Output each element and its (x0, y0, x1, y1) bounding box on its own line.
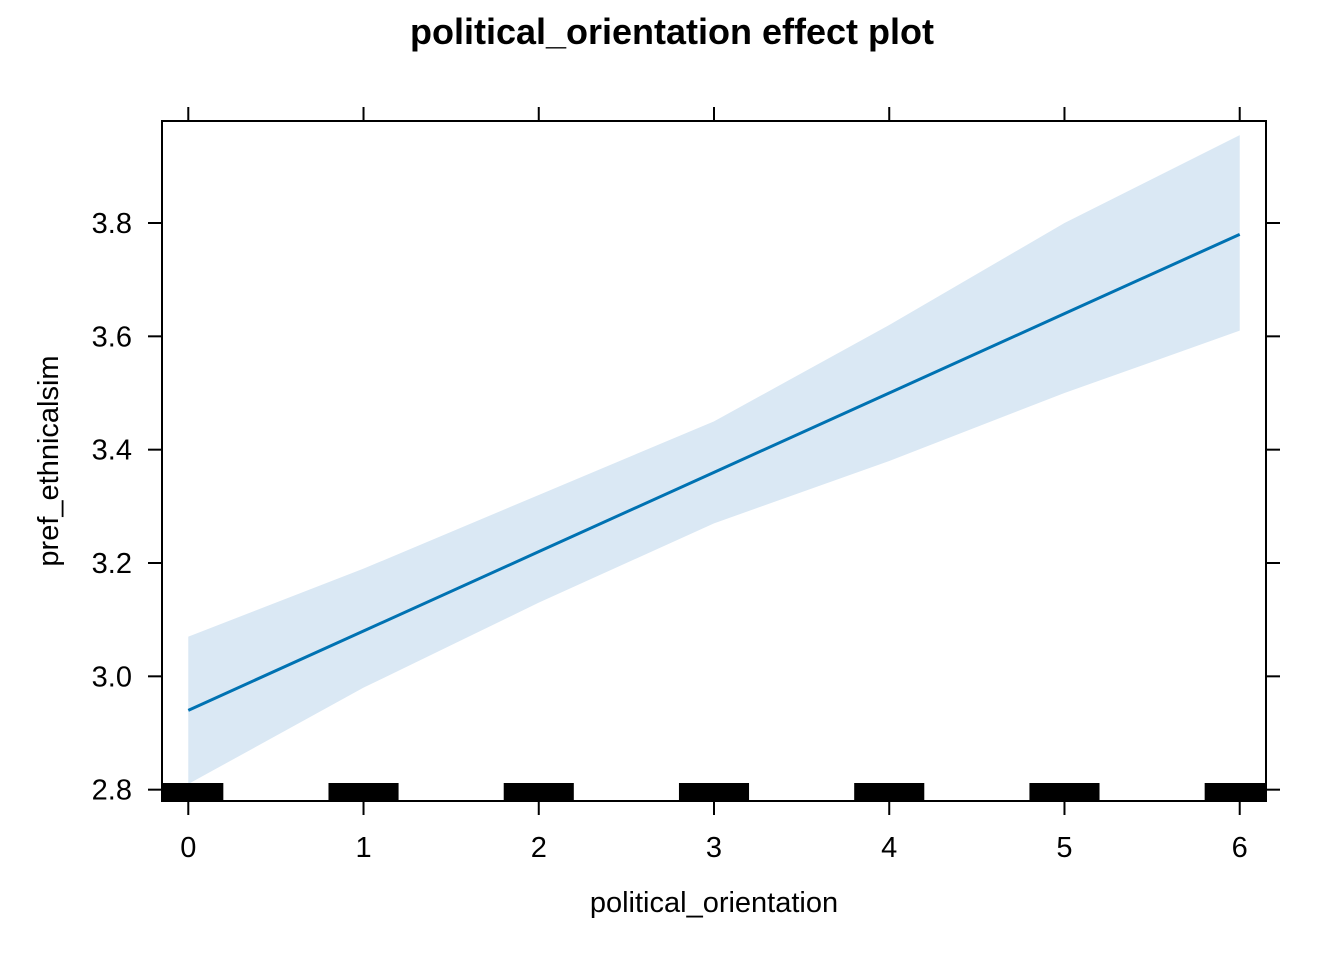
rug-mark (328, 783, 399, 801)
x-tick-label: 1 (355, 832, 371, 864)
y-tick-label: 3.6 (92, 321, 132, 353)
x-tick-label: 0 (180, 832, 196, 864)
y-tick-label: 3.4 (92, 435, 132, 467)
x-tick-label: 2 (531, 832, 547, 864)
confidence-band-layer (188, 135, 1240, 784)
effect-line (187, 232, 1241, 712)
y-tick-label: 2.8 (92, 775, 132, 807)
rug-mark (1204, 783, 1266, 801)
x-tick-label: 5 (1056, 832, 1072, 864)
rug-mark (854, 783, 925, 801)
chart-title: political_orientation effect plot (410, 11, 934, 52)
rug-mark (1029, 783, 1100, 801)
confidence-band (188, 135, 1240, 784)
rug-mark (162, 783, 224, 801)
y-axis-ticks: 2.8 3.0 3.2 3.4 3.6 3.8 (92, 208, 1280, 807)
rug-layer (162, 783, 1266, 801)
x-tick-label: 3 (706, 832, 722, 864)
x-tick-label: 6 (1232, 832, 1248, 864)
rug-mark (678, 783, 750, 801)
rug-mark (503, 783, 574, 801)
x-axis-ticks: 0 1 2 3 4 5 6 (180, 107, 1248, 864)
y-tick-label: 3.2 (92, 548, 132, 580)
y-axis-label: pref_ethnicalsim (33, 355, 65, 566)
y-tick-label: 3.0 (92, 661, 132, 693)
y-tick-label: 3.8 (92, 208, 132, 240)
x-axis-label: political_orientation (590, 887, 838, 919)
effect-line-layer (187, 232, 1241, 712)
x-tick-label: 4 (881, 832, 897, 864)
